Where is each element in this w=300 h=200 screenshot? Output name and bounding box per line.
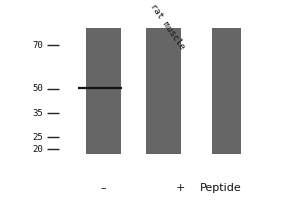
Bar	[146, 28, 181, 154]
Text: 70: 70	[33, 40, 44, 49]
Bar	[86, 28, 121, 154]
Text: 20: 20	[33, 144, 44, 154]
Text: Peptide: Peptide	[200, 183, 241, 193]
Text: +: +	[175, 183, 185, 193]
Text: –: –	[101, 183, 106, 193]
Bar	[212, 28, 241, 154]
Text: 25: 25	[33, 132, 44, 142]
Text: 35: 35	[33, 108, 44, 117]
Text: rat muscle: rat muscle	[148, 2, 187, 51]
Text: 50: 50	[33, 84, 44, 93]
